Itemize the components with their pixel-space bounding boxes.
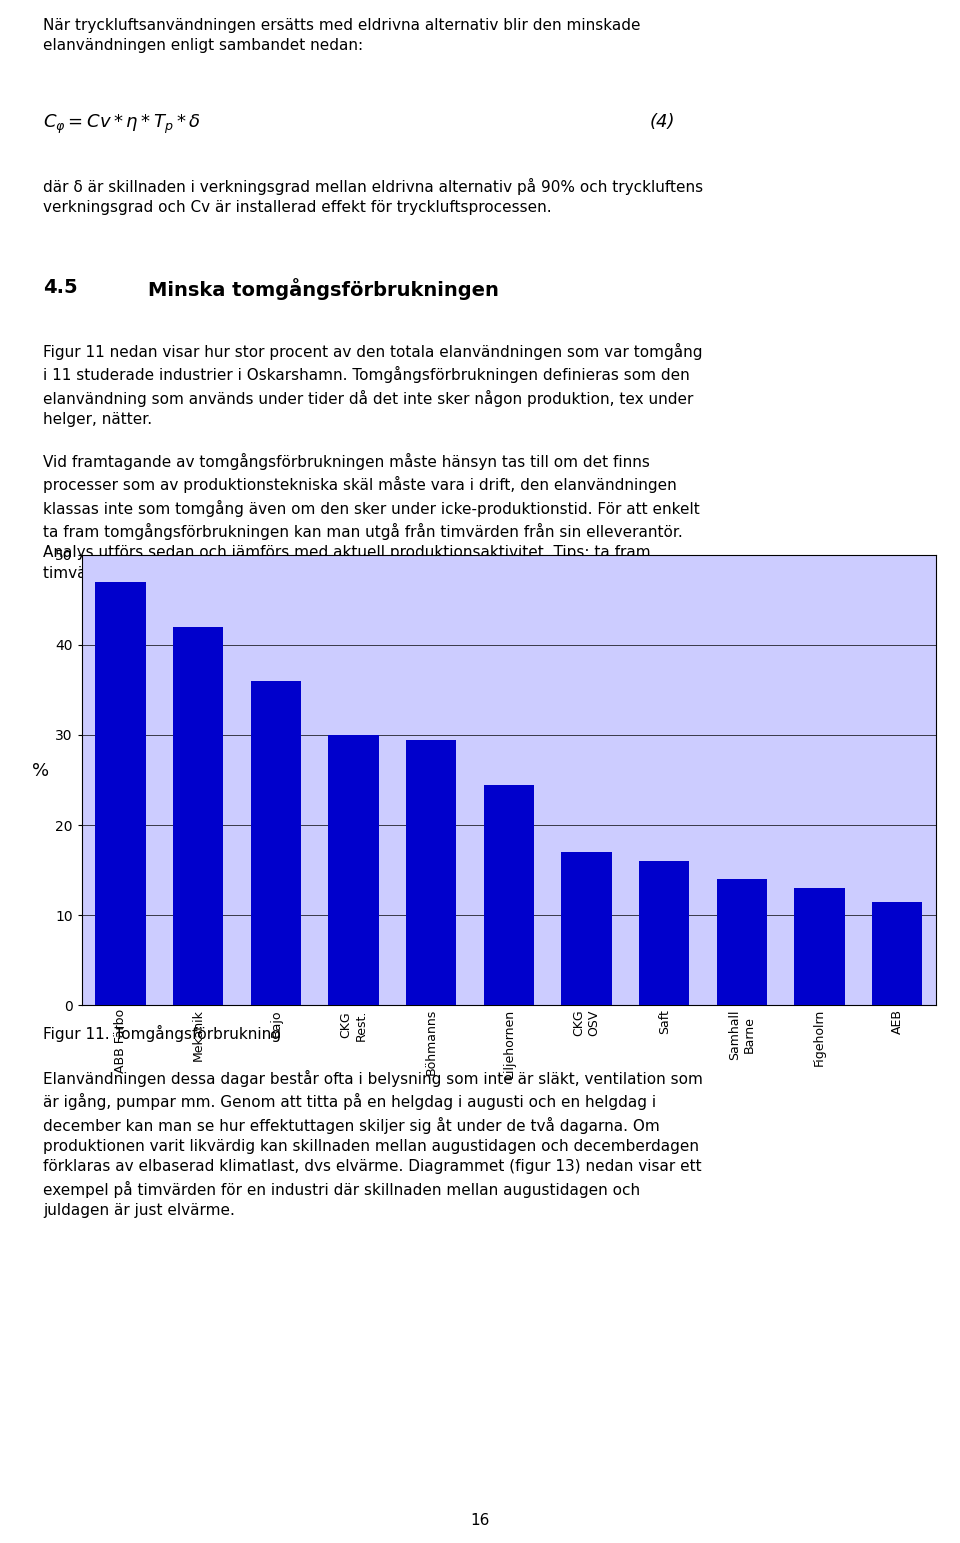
Bar: [328, 734, 378, 1004]
Text: Figur 11 nedan visar hur stor procent av den totala elanvändningen som var tomgå: Figur 11 nedan visar hur stor procent av…: [43, 343, 703, 427]
Text: Minska tomgångsförbrukningen: Minska tomgångsförbrukningen: [148, 278, 499, 299]
Bar: [794, 889, 845, 1004]
Text: När tryckluftsanvändningen ersätts med eldrivna alternativ blir den minskade
ela: När tryckluftsanvändningen ersätts med e…: [43, 19, 640, 54]
Text: (4): (4): [650, 113, 676, 131]
Bar: [716, 880, 767, 1004]
Text: Figur 11. Tomgångsförbrukning: Figur 11. Tomgångsförbrukning: [43, 1025, 281, 1042]
Bar: [251, 680, 301, 1004]
Y-axis label: %: %: [32, 762, 49, 781]
Text: 16: 16: [470, 1514, 490, 1528]
Text: där δ är skillnaden i verkningsgrad mellan eldrivna alternativ på 90% och tryckl: där δ är skillnaden i verkningsgrad mell…: [43, 177, 704, 216]
Bar: [95, 582, 146, 1004]
Bar: [484, 784, 534, 1004]
Bar: [639, 861, 689, 1004]
Bar: [872, 901, 923, 1004]
Text: 4.5: 4.5: [43, 278, 78, 296]
Bar: [562, 852, 612, 1004]
Bar: [406, 739, 456, 1004]
Bar: [173, 626, 224, 1004]
Text: Vid framtagande av tomgångsförbrukningen måste hänsyn tas till om det finns
proc: Vid framtagande av tomgångsförbrukningen…: [43, 454, 700, 580]
Text: $C_\varphi = Cv * \eta * T_p * \delta$: $C_\varphi = Cv * \eta * T_p * \delta$: [43, 113, 201, 136]
Text: Elanvändningen dessa dagar består ofta i belysning som inte är släkt, ventilatio: Elanvändningen dessa dagar består ofta i…: [43, 1069, 703, 1217]
